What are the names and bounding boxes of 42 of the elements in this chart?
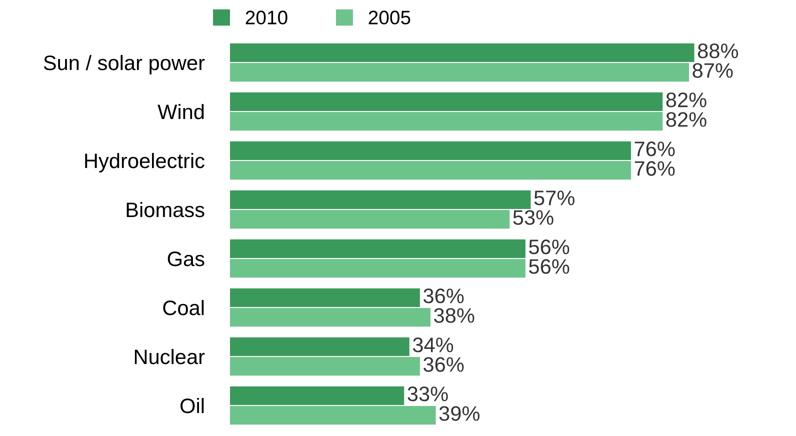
- bar: [230, 62, 690, 82]
- data-label: 38%: [434, 308, 474, 323]
- bar: [230, 112, 663, 131]
- y-tick-label: Sun / solar power: [44, 54, 205, 74]
- data-label: 76%: [634, 142, 675, 156]
- data-label: 82%: [666, 92, 706, 108]
- legend-label: 2005: [368, 10, 410, 24]
- y-tick-label: Hydroelectric: [85, 152, 204, 172]
- y-tick-label: Nuclear: [134, 348, 205, 364]
- data-label: 82%: [666, 112, 706, 127]
- legend-label: 2010: [246, 10, 288, 24]
- y-tick-label: Coal: [163, 300, 204, 316]
- data-label: 56%: [529, 240, 570, 254]
- data-label: 33%: [408, 386, 448, 402]
- data-label: 34%: [412, 338, 454, 352]
- bar: [230, 288, 420, 308]
- data-label: 87%: [692, 63, 733, 78]
- data-label: 36%: [424, 357, 464, 372]
- bar: [230, 141, 631, 160]
- data-label: 39%: [439, 406, 480, 421]
- bar: [230, 210, 510, 229]
- data-label: 88%: [698, 44, 738, 58]
- data-label: 36%: [424, 288, 464, 304]
- y-tick-label: Wind: [158, 104, 204, 120]
- bar: [230, 406, 436, 425]
- y-tick-label: Biomass: [126, 202, 204, 218]
- data-label: 57%: [534, 190, 574, 206]
- y-tick-label: Oil: [180, 398, 204, 414]
- bar: [230, 258, 526, 278]
- bar: [230, 337, 410, 356]
- data-label: 76%: [634, 161, 675, 176]
- bar: [230, 356, 420, 376]
- bar: [230, 92, 663, 112]
- data-label: 53%: [513, 210, 554, 225]
- bar: [230, 160, 631, 180]
- bar: [230, 386, 404, 406]
- data-label: 56%: [529, 259, 570, 274]
- y-tick-label: Gas: [168, 252, 204, 266]
- bar: [230, 239, 526, 258]
- bar: [230, 308, 430, 327]
- bar: [230, 43, 694, 62]
- bar: [230, 190, 531, 210]
